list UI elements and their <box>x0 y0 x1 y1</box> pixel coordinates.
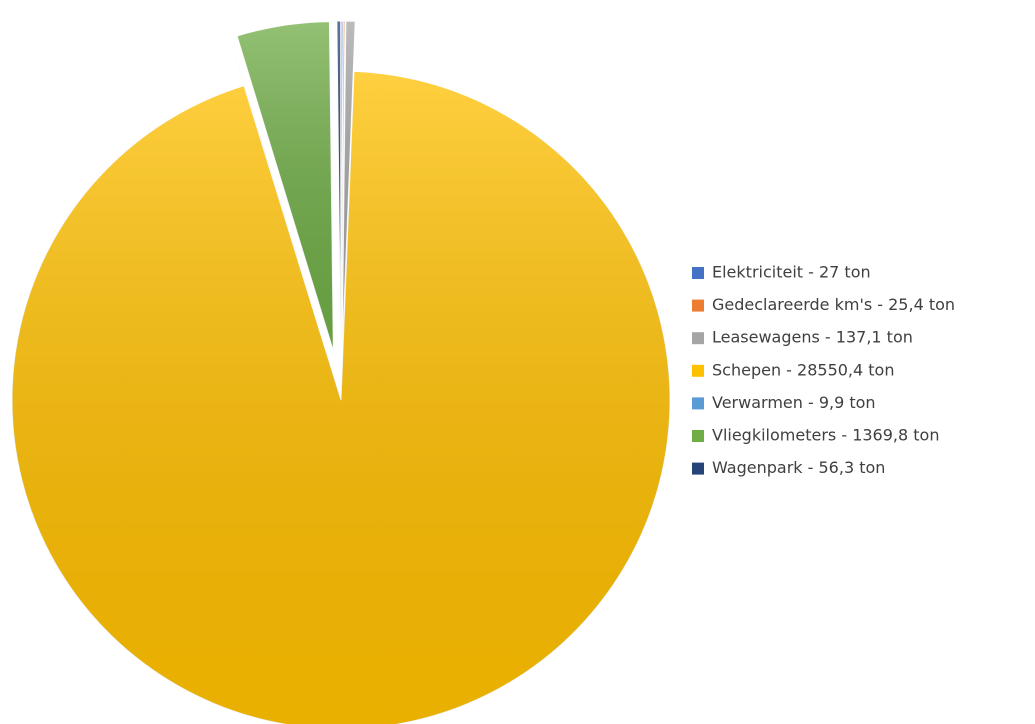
legend-swatch <box>692 364 704 377</box>
legend-label: Elektriciteit - 27 ton <box>712 263 871 282</box>
slice-shade <box>237 21 334 351</box>
slice-shade <box>341 21 346 351</box>
legend-label: Wagenpark - 56,3 ton <box>712 458 885 477</box>
slice-shade <box>342 21 356 351</box>
slice-shade <box>336 21 341 351</box>
legend-swatch <box>692 267 704 279</box>
legend-label: Gedeclareerde km's - 25,4 ton <box>712 295 955 314</box>
legend-swatch <box>692 462 704 475</box>
legend-swatch <box>692 430 704 442</box>
legend-label: Schepen - 28550,4 ton <box>712 360 894 379</box>
legend-swatch <box>692 332 704 345</box>
legend-label: Verwarmen - 9,9 ton <box>712 393 876 412</box>
legend-label: Leasewagens - 137,1 ton <box>712 328 913 347</box>
legend-swatch <box>692 299 704 312</box>
legend-swatch <box>692 397 704 410</box>
slice-shade <box>229 37 327 353</box>
slice-shade <box>12 71 670 724</box>
legend-label: Vliegkilometers - 1369,8 ton <box>712 426 939 445</box>
